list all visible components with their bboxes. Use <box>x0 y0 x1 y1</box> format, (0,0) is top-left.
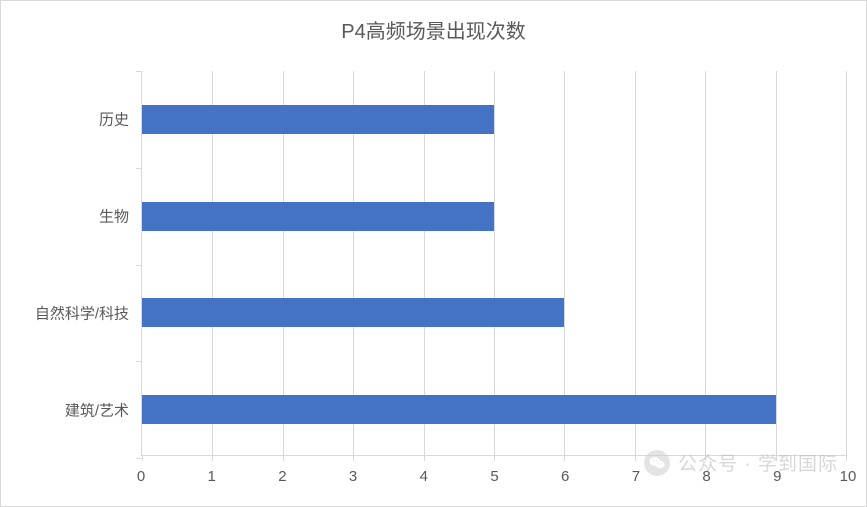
x-tick <box>142 455 143 461</box>
x-tick <box>283 455 284 461</box>
x-axis-label: 1 <box>208 468 216 485</box>
y-axis-label: 自然科学/科技 <box>35 302 129 323</box>
y-tick <box>136 458 142 459</box>
x-axis-label: 2 <box>278 468 286 485</box>
chart-title: P4高频场景出现次数 <box>1 15 866 44</box>
bar <box>142 202 494 231</box>
x-axis-label: 4 <box>420 468 428 485</box>
y-tick <box>136 361 142 362</box>
x-tick <box>705 455 706 461</box>
x-tick <box>635 455 636 461</box>
x-axis-label: 8 <box>702 468 710 485</box>
x-axis-label: 7 <box>632 468 640 485</box>
x-axis-label: 3 <box>349 468 357 485</box>
x-tick <box>846 455 847 461</box>
y-tick <box>136 265 142 266</box>
x-tick <box>353 455 354 461</box>
plot-area <box>141 71 846 456</box>
y-axis-label: 生物 <box>99 206 129 227</box>
x-axis-label: 6 <box>561 468 569 485</box>
x-tick <box>212 455 213 461</box>
chart-frame: P4高频场景出现次数 历史生物自然科学/科技建筑/艺术 0 1 2 3 4 5 6 7 8 9 10… <box>0 0 867 507</box>
y-tick <box>136 168 142 169</box>
x-axis-label: 0 <box>137 468 145 485</box>
x-tick <box>494 455 495 461</box>
y-axis-label: 历史 <box>99 109 129 130</box>
x-axis-label: 10 <box>840 468 857 485</box>
y-axis-label: 建筑/艺术 <box>65 399 129 420</box>
bar <box>142 298 564 327</box>
gridline <box>846 71 847 455</box>
bar <box>142 105 494 134</box>
x-axis-label: 5 <box>490 468 498 485</box>
bar <box>142 395 776 424</box>
x-axis-label: 9 <box>773 468 781 485</box>
x-tick <box>564 455 565 461</box>
gridline <box>776 71 777 455</box>
x-tick <box>776 455 777 461</box>
y-tick <box>136 71 142 72</box>
x-tick <box>424 455 425 461</box>
